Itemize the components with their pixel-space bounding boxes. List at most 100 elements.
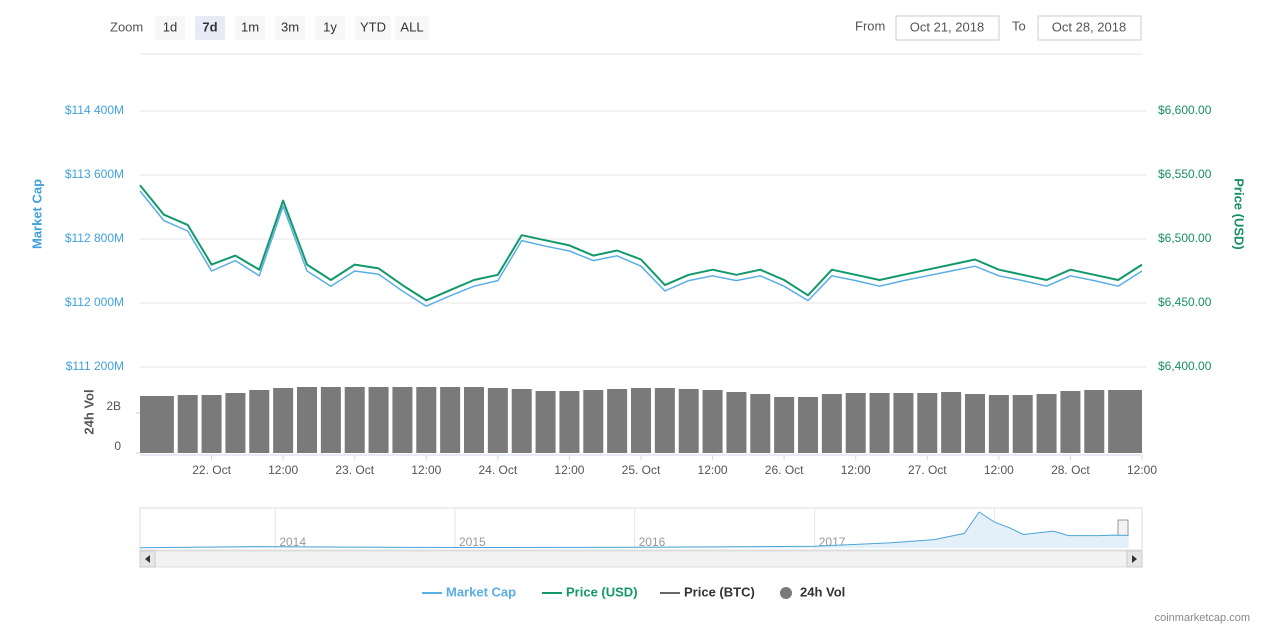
arrow-left [145,555,150,563]
volume-bar [440,387,461,453]
to-label: To [1012,18,1026,33]
y2-tick-label: $6,450.00 [1158,295,1212,309]
volume-bar [774,397,795,453]
volume-bar [988,395,1009,453]
y2-axis-title: Price (USD) [1232,178,1247,250]
volume-bar [559,391,580,453]
x-tick-label: 12:00 [1127,463,1157,477]
volume-bar [583,390,604,453]
zoom-button[interactable] [395,16,429,40]
zoom-button-label[interactable]: 7d [202,19,217,34]
series-line [139,184,1143,302]
x-tick-label: 27. Oct [908,463,947,477]
zoom-button[interactable] [355,16,391,40]
y-tick-label: $111 200M [66,359,124,373]
volume-bar [726,392,747,453]
volume-bar [201,395,222,453]
vol-axis-title: 24h Vol [81,389,96,434]
volume-bar [654,388,675,453]
volume-bar [511,389,532,453]
volume-bar [487,388,508,453]
zoom-button[interactable] [195,16,225,40]
x-tick-label: 12:00 [698,463,728,477]
volume-bar [392,387,413,453]
y2-tick-label: $6,600.00 [1158,103,1212,117]
zoom-button-label[interactable]: 3m [281,19,299,34]
y-tick-label: $112 000M [65,295,124,309]
volume-bar [1084,390,1105,453]
footer: coinmarketcap.com [1155,612,1250,624]
navigator-label: 2016 [639,535,666,549]
zoom-button-label[interactable]: 1d [163,19,177,34]
volume-bar [1060,391,1081,453]
volume-bar [535,391,556,453]
volume-bar [464,387,484,453]
x-tick-label: 28. Oct [1051,463,1090,477]
zoom-button-label[interactable]: ALL [400,19,423,34]
series-line [139,190,1143,307]
volume-bar [225,393,246,453]
x-tick-label: 12:00 [841,463,871,477]
y-tick-label: $113 600M [65,167,124,181]
volume-bar [821,394,842,453]
x-tick-label: 12:00 [268,463,298,477]
y-tick-label: $112 800M [65,231,124,245]
navigator-frame [139,507,1143,551]
y2-tick-label: $6,550.00 [1158,167,1212,181]
vol-tick-label: 2B [106,399,121,413]
volume-bar [249,390,270,453]
x-tick-label: 12:00 [411,463,441,477]
x-tick-label: 26. Oct [765,463,804,477]
volume-bar [893,393,914,453]
navigator-area [140,512,1129,548]
zoom-button-label[interactable]: YTD [360,19,386,34]
legend-symbol[interactable] [780,587,792,599]
volume-bar [750,394,771,453]
zoom-button[interactable] [235,16,265,40]
legend-label[interactable]: Market Cap [446,584,516,599]
legend-label[interactable]: 24h Vol [800,584,845,599]
volume-bar [1122,390,1142,453]
volume-bar [798,397,818,453]
vol-tick-label: 0 [114,439,121,453]
y2-tick-label: $6,400.00 [1158,359,1212,373]
zoom-button[interactable] [315,16,345,40]
zoom-button[interactable] [155,16,185,40]
x-tick-label: 22. Oct [192,463,231,477]
legend-label[interactable]: Price (USD) [566,584,638,599]
navigator-line [139,511,1129,549]
x-tick-label: 23. Oct [335,463,374,477]
scrollbar[interactable] [139,550,1143,568]
to-date[interactable]: Oct 28, 2018 [1052,19,1126,34]
volume-bar [297,387,317,453]
zoom-button-label[interactable]: 1m [241,19,259,34]
volume-bar [607,389,628,453]
volume-bar [845,393,866,453]
navigator-label: 2014 [279,535,306,549]
volume-bar [631,388,651,453]
to-input[interactable] [1037,15,1142,41]
from-label: From [855,18,885,33]
x-tick-label: 12:00 [554,463,584,477]
from-date[interactable]: Oct 21, 2018 [910,19,984,34]
volume-bar [320,387,341,453]
legend-label[interactable]: Price (BTC) [684,584,755,599]
volume-bar [344,387,365,453]
volume-bar [177,395,198,453]
volume-bar [1012,395,1033,453]
y-axis-title: Market Cap [29,179,44,249]
zoom-label: Zoom [110,19,143,34]
volume-bar [965,394,985,453]
volume-bar [941,392,962,453]
zoom-button-label[interactable]: 1y [323,19,337,34]
x-tick-label: 25. Oct [622,463,661,477]
from-input[interactable] [895,15,1000,41]
volume-bar [368,387,389,453]
zoom-button[interactable] [275,16,305,40]
volume-bar [273,388,294,453]
y2-tick-label: $6,500.00 [1158,231,1212,245]
y-tick-label: $114 400M [65,103,124,117]
x-tick-label: 24. Oct [479,463,518,477]
volume-bar [153,396,174,453]
